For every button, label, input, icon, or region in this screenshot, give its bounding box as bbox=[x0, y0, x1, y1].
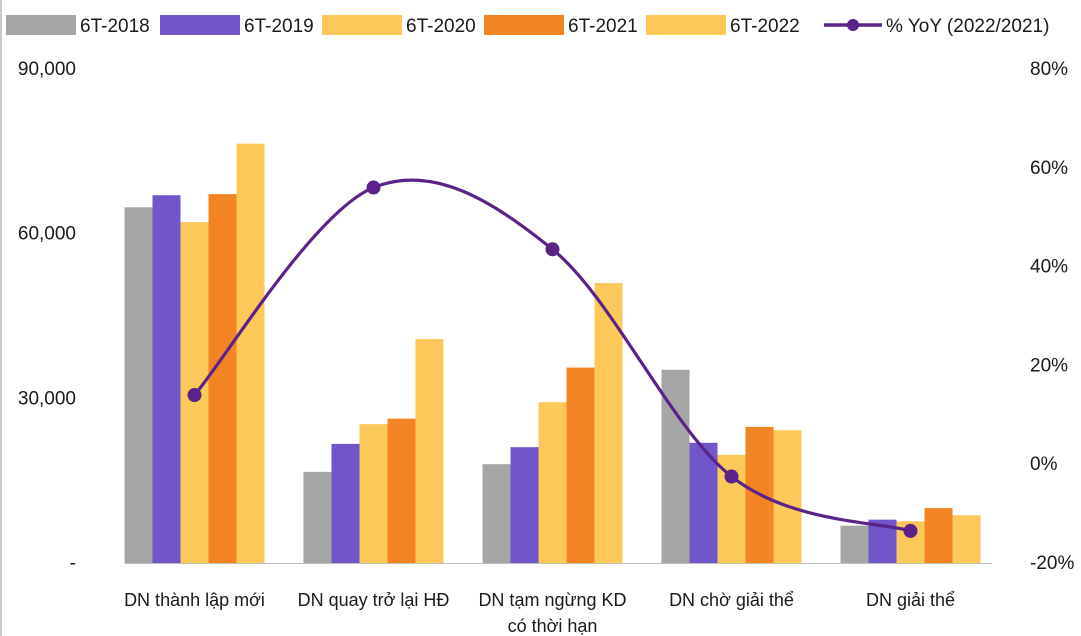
right-tick-label: 0% bbox=[1030, 454, 1058, 475]
bar-6t-2022-0 bbox=[236, 143, 265, 563]
legend-label: 6T-2020 bbox=[406, 16, 476, 37]
bar-6t-2022-4 bbox=[952, 515, 981, 563]
legend-swatch-6t-2018 bbox=[6, 15, 76, 35]
category-label: DN thành lập mới bbox=[124, 590, 265, 610]
left-tick-label: 60,000 bbox=[18, 224, 76, 245]
right-tick-label: -20% bbox=[1030, 553, 1074, 574]
yoy-point-1 bbox=[366, 180, 381, 195]
yoy-point-0 bbox=[187, 388, 202, 403]
left-tick-label: 30,000 bbox=[18, 388, 76, 409]
legend-swatch-6t-2021 bbox=[484, 15, 564, 35]
bar-6t-2018-4 bbox=[840, 525, 869, 563]
right-tick-label: 60% bbox=[1030, 158, 1068, 179]
category-label: DN giải thể bbox=[866, 590, 955, 610]
right-tick-label: 40% bbox=[1030, 257, 1068, 278]
right-tick-label: 20% bbox=[1030, 355, 1068, 376]
legend-swatch-6t-2020 bbox=[322, 15, 402, 35]
bar-6t-2018-2 bbox=[482, 464, 511, 563]
bar-6t-2021-1 bbox=[387, 418, 416, 563]
bar-6t-2019-2 bbox=[510, 447, 539, 563]
legend-swatch-6t-2022 bbox=[646, 15, 726, 35]
category-label: DN chờ giải thể bbox=[669, 590, 794, 610]
legend-line-marker bbox=[847, 19, 859, 31]
bar-6t-2022-3 bbox=[773, 430, 802, 563]
bar-6t-2022-1 bbox=[415, 339, 444, 563]
category-label: DN tạm ngừng KD bbox=[478, 590, 626, 610]
legend-label: 6T-2019 bbox=[244, 16, 314, 37]
yoy-point-4 bbox=[903, 523, 918, 538]
category-label: DN quay trở lại HĐ bbox=[298, 590, 450, 610]
yoy-point-3 bbox=[724, 469, 739, 484]
bar-6t-2022-2 bbox=[594, 283, 623, 563]
bar-6t-2019-0 bbox=[152, 195, 181, 563]
yoy-point-2 bbox=[545, 242, 560, 257]
legend-swatch-6t-2019 bbox=[160, 15, 240, 35]
bar-6t-2018-1 bbox=[303, 471, 332, 563]
legend-label: 6T-2018 bbox=[80, 16, 150, 37]
bar-6t-2021-2 bbox=[566, 367, 595, 563]
bar-6t-2019-3 bbox=[689, 442, 718, 563]
category-label: có thời hạn bbox=[508, 616, 598, 636]
right-tick-label: 80% bbox=[1030, 59, 1068, 80]
bar-6t-2018-0 bbox=[124, 207, 153, 563]
bar-6t-2021-4 bbox=[924, 508, 953, 563]
legend-label: 6T-2021 bbox=[568, 16, 638, 37]
bar-6t-2020-1 bbox=[359, 424, 388, 563]
legend-label: % YoY (2022/2021) bbox=[886, 16, 1049, 37]
legend-label: 6T-2022 bbox=[730, 16, 800, 37]
left-frame-border bbox=[0, 0, 2, 636]
bar-6t-2021-0 bbox=[208, 194, 237, 563]
left-tick-label: - bbox=[70, 553, 76, 574]
bar-6t-2020-2 bbox=[538, 402, 567, 563]
bar-6t-2019-1 bbox=[331, 443, 360, 563]
left-tick-label: 90,000 bbox=[18, 59, 76, 80]
